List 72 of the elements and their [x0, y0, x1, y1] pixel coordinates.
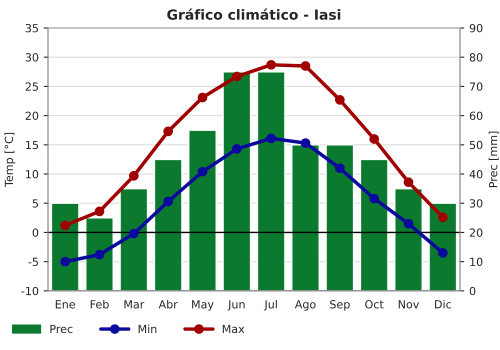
point [334, 94, 345, 105]
point [404, 218, 414, 229]
x-tick-label: Nov [398, 300, 420, 308]
y-tick-label: 10 [26, 170, 38, 178]
point [369, 194, 380, 204]
point [300, 138, 310, 148]
x-tick-label: Feb [90, 300, 109, 308]
y2-tick-label: 40 [470, 170, 482, 178]
y2-tick-label: 10 [470, 258, 482, 266]
point [60, 256, 70, 267]
bar [85, 217, 114, 291]
bar [119, 188, 148, 291]
point [198, 92, 208, 102]
y2-tick-label: 50 [470, 140, 482, 150]
x-tick-label: Ago [294, 300, 316, 311]
x-tick-label: Abr [158, 300, 178, 308]
y-tick-label: 25 [26, 82, 38, 91]
bar [291, 144, 320, 291]
y-tick-label: 5 [32, 199, 38, 208]
point [369, 134, 380, 144]
y2-tick-label: 30 [470, 199, 482, 208]
bar [188, 130, 217, 291]
bar [222, 71, 252, 291]
point [163, 196, 174, 206]
chart-title: Gráfico climático - Iasi [167, 8, 340, 20]
point [438, 212, 448, 222]
y-tick-label: 20 [26, 112, 38, 120]
x-tick-label: Dic [435, 300, 452, 308]
bar [394, 188, 423, 291]
bar [360, 158, 389, 291]
y-tick-label: 15 [26, 140, 38, 150]
point [232, 144, 242, 154]
point [438, 248, 448, 258]
y2-axis-title: Prec [mm] [488, 132, 499, 188]
x-tick-label: Jun [228, 300, 245, 311]
point [266, 134, 276, 144]
x-tick-label: Jul [264, 300, 277, 311]
bar [154, 158, 183, 291]
point [94, 250, 104, 260]
point [198, 166, 208, 177]
x-tick-label: Mar [124, 300, 144, 308]
y2-tick-label: 70 [470, 82, 482, 91]
y-tick-label: 0 [32, 228, 38, 237]
point [60, 220, 70, 230]
legend-label: Prec [50, 324, 72, 334]
y-tick-label: 30 [26, 53, 38, 62]
bar [256, 71, 286, 291]
bar [325, 144, 354, 291]
y-axis-title: Temp [°C] [4, 132, 16, 188]
legend-label: Min [138, 324, 156, 333]
point [232, 72, 242, 82]
point [404, 177, 414, 188]
legend-label: Max [222, 324, 244, 334]
y-tick-label: -5 [28, 258, 38, 266]
x-tick-label: Ene [56, 300, 76, 308]
point [163, 126, 174, 136]
point [94, 206, 104, 216]
y2-tick-label: 90 [470, 24, 482, 32]
y2-tick-label: 80 [470, 53, 482, 62]
point [266, 60, 276, 70]
x-tick-label: Oct [365, 300, 384, 308]
y-tick-label: 35 [26, 24, 38, 32]
y-tick-label: -10 [21, 286, 38, 296]
x-tick-label: Sep [330, 300, 350, 311]
y2-tick-label: 20 [470, 228, 482, 237]
point [300, 61, 310, 71]
y2-tick-label: 60 [470, 112, 482, 120]
point [334, 163, 345, 174]
point [128, 170, 139, 181]
x-tick-label: May [192, 300, 214, 311]
y2-tick-label: 0 [470, 286, 476, 296]
point [128, 228, 139, 238]
